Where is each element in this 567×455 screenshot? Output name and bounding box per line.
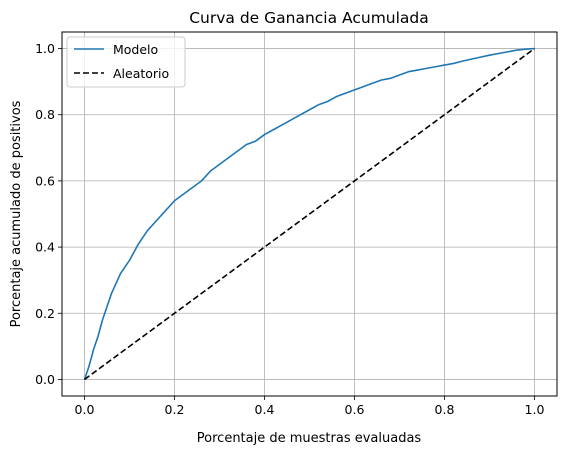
x-tick-label-4: 0.8 <box>435 402 455 417</box>
x-tick-label-3: 0.6 <box>345 402 365 417</box>
legend-label-aleatorio: Aleatorio <box>113 66 169 81</box>
series-layer <box>83 47 535 381</box>
y-tick-label-0: 0.0 <box>35 372 55 387</box>
x-tick-label-5: 1.0 <box>525 402 545 417</box>
y-tick-label-5: 1.0 <box>35 41 55 56</box>
axis-ticks: 0.0 0.2 0.4 0.6 0.8 1.0 0.0 0.2 0.4 0.6 0.8 1.0 <box>35 41 544 417</box>
x-tick-label-2: 0.4 <box>255 402 275 417</box>
x-tick-label-1: 0.2 <box>165 402 185 417</box>
plot-frame <box>61 31 558 397</box>
y-tick-label-4: 0.8 <box>35 107 55 122</box>
y-tick-label-2: 0.4 <box>35 240 55 255</box>
y-tick-label-3: 0.6 <box>35 173 55 188</box>
legend: Modelo Aleatorio <box>66 36 186 88</box>
x-axis-label: Porcentaje de muestras evaluadas <box>197 431 422 446</box>
x-tick-label-0: 0.0 <box>75 402 95 417</box>
grid <box>62 32 557 396</box>
series-line-modelo <box>83 47 535 380</box>
legend-label-modelo: Modelo <box>113 42 158 57</box>
y-tick-label-1: 0.2 <box>35 306 55 321</box>
series-line-aleatorio <box>84 47 535 381</box>
y-axis-label: Porcentaje acumulado de positivos <box>9 100 24 327</box>
chart-title: Curva de Ganancia Acumulada <box>189 9 429 27</box>
